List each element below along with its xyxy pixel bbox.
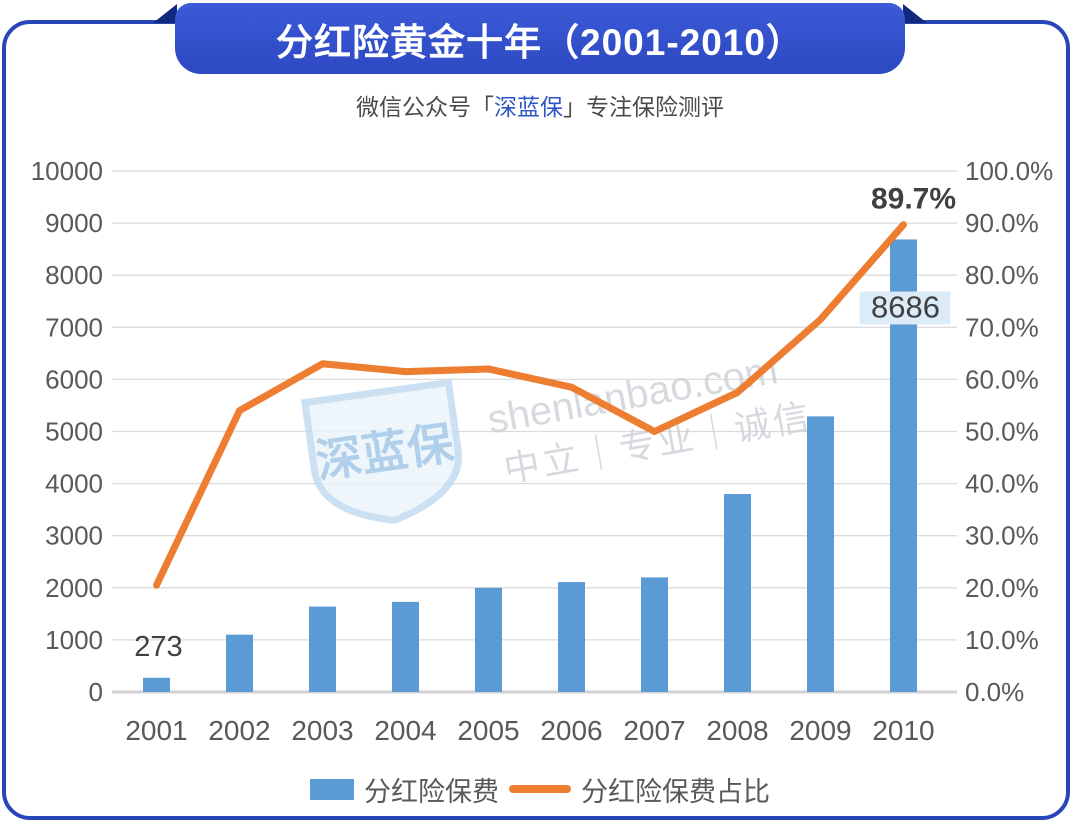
brand-name: 深蓝保 [494, 94, 563, 120]
title-banner: 分红险黄金十年（2001-2010） [175, 3, 905, 74]
x-axis-label-2005: 2005 [457, 715, 519, 746]
bar-2009 [807, 416, 834, 692]
legend-item-premium: 分红险保费 [310, 770, 499, 809]
x-axis-label-2006: 2006 [540, 715, 602, 746]
legend: 分红险保费 分红险保费占比 [0, 770, 1080, 808]
chart-title: 分红险黄金十年（2001-2010） [276, 21, 804, 63]
bar-2002 [226, 634, 253, 692]
bar-2008 [724, 494, 751, 692]
x-axis-label-2002: 2002 [208, 715, 270, 746]
x-axis-label-2010: 2010 [872, 715, 934, 746]
left-axis-label: 10000 [31, 156, 103, 186]
right-axis-label: 70.0% [965, 312, 1039, 342]
x-axis-label-2008: 2008 [706, 715, 768, 746]
right-axis-label: 10.0% [965, 625, 1039, 655]
bar-2007 [641, 577, 668, 692]
data-label-highlight-bg [859, 291, 951, 325]
right-axis-label: 100.0% [965, 156, 1053, 186]
left-axis-label: 0 [89, 677, 103, 707]
right-axis-label: 50.0% [965, 417, 1039, 447]
left-axis-label: 5000 [45, 417, 103, 447]
right-axis-label: 0.0% [965, 677, 1024, 707]
left-axis-label: 1000 [45, 625, 103, 655]
x-axis-label-2001: 2001 [125, 715, 187, 746]
watermark-shield [300, 378, 462, 524]
subtitle: 微信公众号「深蓝保」专注保险测评 [0, 88, 1080, 122]
left-axis-label: 7000 [45, 312, 103, 342]
left-axis-label: 8000 [45, 260, 103, 290]
left-axis-label: 9000 [45, 208, 103, 238]
left-axis-label: 3000 [45, 521, 103, 551]
left-axis-label: 2000 [45, 573, 103, 603]
subtitle-suffix: 」专注保险测评 [563, 94, 724, 120]
data-label-2001: 273 [134, 631, 182, 663]
bar-2005 [475, 587, 502, 692]
legend-line-swatch [509, 785, 571, 793]
right-axis-label: 40.0% [965, 469, 1039, 499]
legend-line-label: 分红险保费占比 [581, 776, 770, 807]
bar-2001 [143, 677, 170, 692]
left-axis-label: 6000 [45, 364, 103, 394]
legend-bar-swatch [310, 778, 354, 800]
x-axis-label-2004: 2004 [374, 715, 436, 746]
data-label-2010: 8686 [871, 289, 940, 324]
subtitle-prefix: 微信公众号「 [356, 94, 494, 120]
x-axis-label-2007: 2007 [623, 715, 685, 746]
right-axis-label: 80.0% [965, 260, 1039, 290]
right-axis-label: 60.0% [965, 364, 1039, 394]
bar-2006 [558, 582, 585, 692]
left-axis-label: 4000 [45, 469, 103, 499]
pct-label-2010: 89.7% [871, 183, 956, 216]
right-axis-label: 20.0% [965, 573, 1039, 603]
bar-2004 [392, 601, 419, 692]
x-axis-label-2003: 2003 [291, 715, 353, 746]
right-axis-label: 90.0% [965, 208, 1039, 238]
x-axis-label-2009: 2009 [789, 715, 851, 746]
legend-bar-label: 分红险保费 [364, 776, 499, 807]
bar-2003 [309, 606, 336, 692]
right-axis-label: 30.0% [965, 521, 1039, 551]
trend-line [153, 221, 907, 589]
legend-item-share: 分红险保费占比 [509, 770, 770, 809]
